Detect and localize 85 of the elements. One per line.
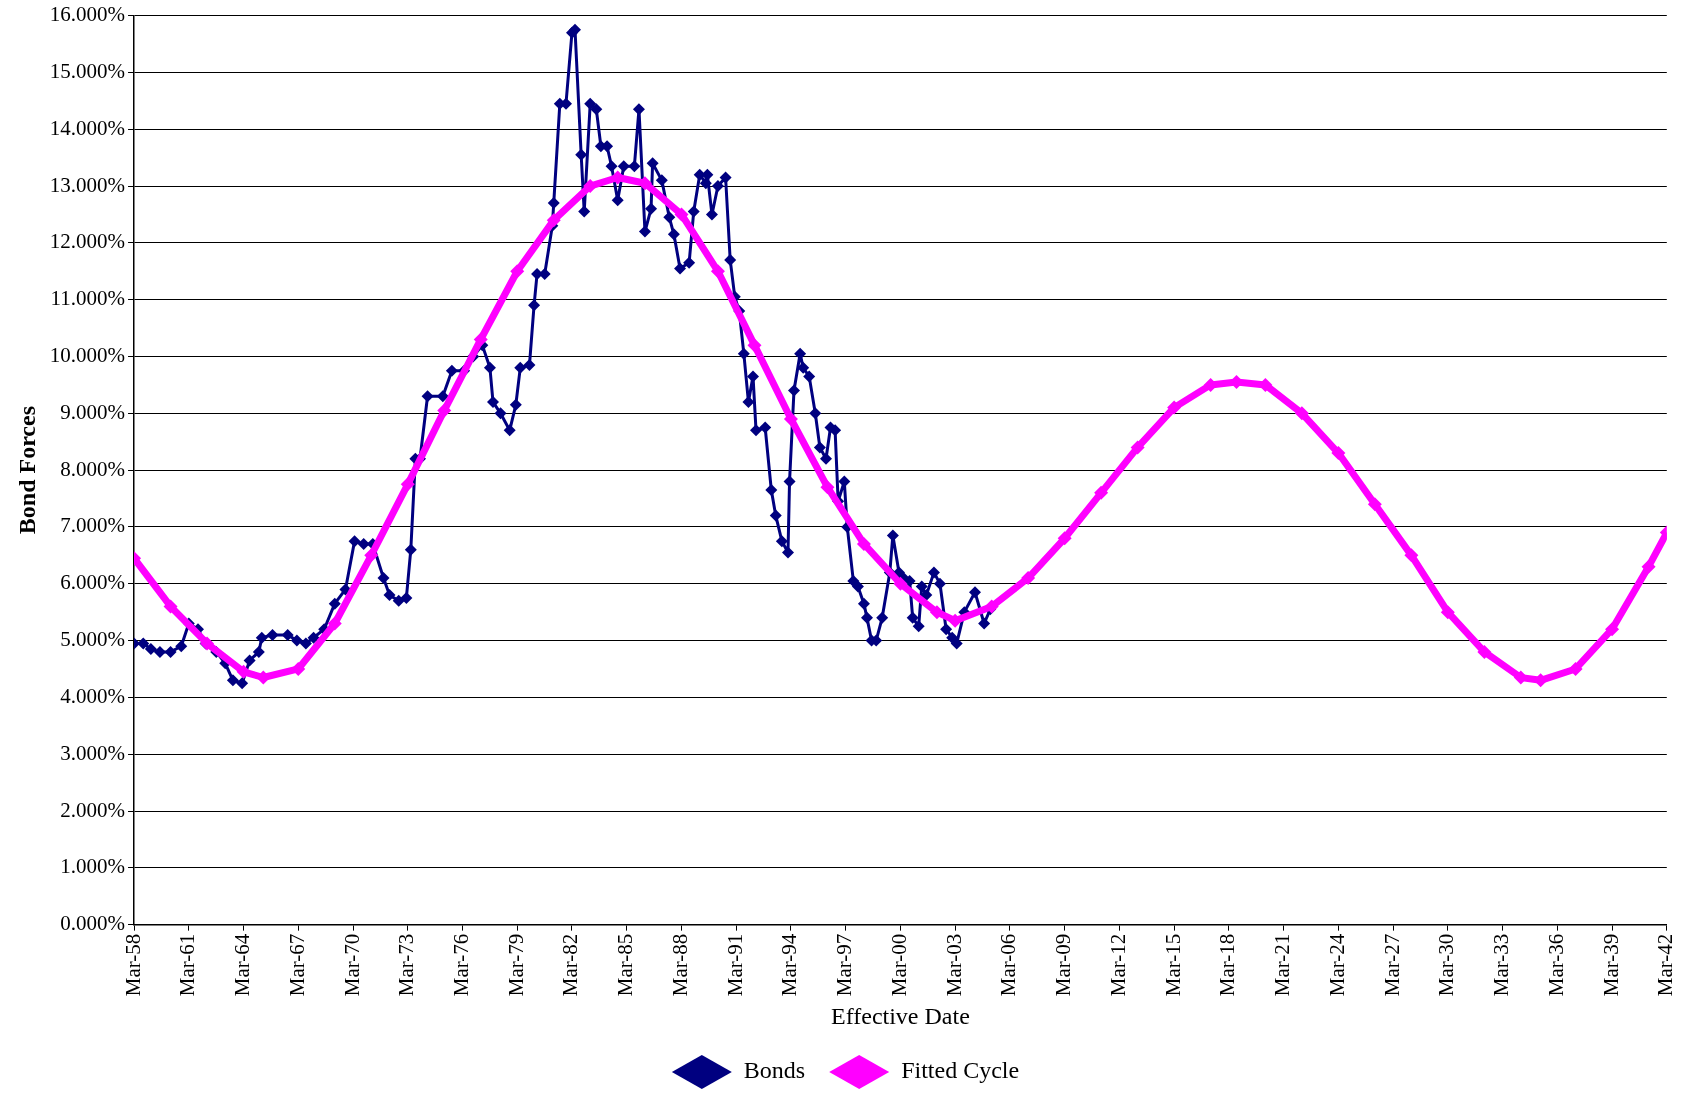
y-tick-label: 13.000% <box>49 172 126 197</box>
point <box>1477 644 1492 659</box>
x-tick-label: Mar-27 <box>1379 933 1404 997</box>
point <box>400 477 415 492</box>
y-tick-label: 15.000% <box>49 58 126 83</box>
y-tick-label: 11.000% <box>50 286 126 311</box>
point <box>546 213 561 228</box>
point <box>473 332 488 347</box>
y-tick-label: 16.000% <box>49 2 126 27</box>
point <box>1294 406 1309 421</box>
y-tick-label: 2.000% <box>60 797 126 822</box>
point <box>256 670 271 685</box>
x-tick-label: Mar-91 <box>722 933 747 997</box>
y-tick-label: 3.000% <box>60 740 126 765</box>
x-tick-label: Mar-18 <box>1215 933 1240 997</box>
legend-label: Bonds <box>743 1057 806 1084</box>
x-tick-label: Mar-88 <box>668 933 692 997</box>
y-tick-label: 5.000% <box>60 627 126 652</box>
x-tick-label: Mar-97 <box>832 933 857 997</box>
y-tick-label: 14.000% <box>49 115 126 140</box>
x-tick-label: Mar-85 <box>613 933 638 997</box>
x-tick-label: Mar-24 <box>1324 933 1349 997</box>
point <box>984 599 999 614</box>
x-tick-label: Mar-36 <box>1543 933 1568 997</box>
legend-label: Fitted Cycle <box>901 1057 1020 1084</box>
x-tick-label: Mar-03 <box>941 933 966 997</box>
x-tick-label: Mar-73 <box>394 933 419 997</box>
point <box>510 264 525 279</box>
x-tick-label: Mar-00 <box>886 933 911 997</box>
point <box>1568 661 1583 676</box>
x-tick-label: Mar-12 <box>1105 933 1130 997</box>
x-tick-label: Mar-76 <box>449 933 474 997</box>
y-tick-label: 0.000% <box>60 911 126 936</box>
point <box>163 599 178 614</box>
point <box>1605 622 1620 637</box>
point <box>710 264 725 279</box>
x-tick-label: Mar-21 <box>1270 933 1295 997</box>
x-tick-label: Mar-58 <box>120 933 145 997</box>
point <box>364 548 379 563</box>
y-tick-label: 10.000% <box>49 343 126 368</box>
x-tick-label: Mar-82 <box>558 933 583 997</box>
x-tick-label: Mar-06 <box>996 933 1021 997</box>
x-tick-label: Mar-61 <box>175 933 200 997</box>
point <box>783 411 798 426</box>
x-tick-label: Mar-67 <box>284 933 309 997</box>
x-tick-label: Mar-79 <box>503 933 528 997</box>
point <box>856 536 871 551</box>
point <box>747 338 762 353</box>
x-tick-label: Mar-33 <box>1489 933 1514 997</box>
x-tick-label: Mar-15 <box>1160 933 1185 997</box>
x-tick-label: Mar-94 <box>777 933 802 997</box>
y-tick-label: 6.000% <box>60 570 126 595</box>
point <box>948 613 963 628</box>
y-tick-label: 7.000% <box>60 513 126 538</box>
point <box>327 616 342 631</box>
x-tick-label: Mar-39 <box>1598 933 1623 997</box>
y-tick-label: 9.000% <box>60 399 126 424</box>
point <box>674 207 689 222</box>
y-tick-label: 4.000% <box>60 683 126 708</box>
y-axis-title: Bond Forces <box>13 406 40 535</box>
x-tick-label: Mar-70 <box>339 933 364 997</box>
point <box>1404 548 1419 563</box>
point <box>1130 440 1145 455</box>
point <box>1641 559 1656 574</box>
point <box>1367 497 1382 512</box>
x-axis-title: Effective Date <box>831 1002 970 1029</box>
x-tick-label: Mar-42 <box>1653 933 1678 997</box>
point <box>820 480 835 495</box>
x-tick-label: Mar-64 <box>230 933 255 997</box>
point <box>1331 446 1346 461</box>
y-tick-label: 1.000% <box>60 854 126 879</box>
x-tick-label: Mar-09 <box>1051 933 1076 997</box>
point <box>437 403 452 418</box>
point <box>291 661 306 676</box>
point <box>929 605 944 620</box>
point <box>1094 485 1109 500</box>
point <box>236 664 251 679</box>
point <box>1021 571 1036 586</box>
y-tick-label: 12.000% <box>49 229 126 254</box>
y-tick-label: 8.000% <box>60 456 126 481</box>
x-tick-label: Mar-30 <box>1434 933 1459 997</box>
point <box>1057 531 1072 546</box>
point <box>893 576 908 591</box>
point <box>1167 400 1182 415</box>
point <box>1440 605 1455 620</box>
